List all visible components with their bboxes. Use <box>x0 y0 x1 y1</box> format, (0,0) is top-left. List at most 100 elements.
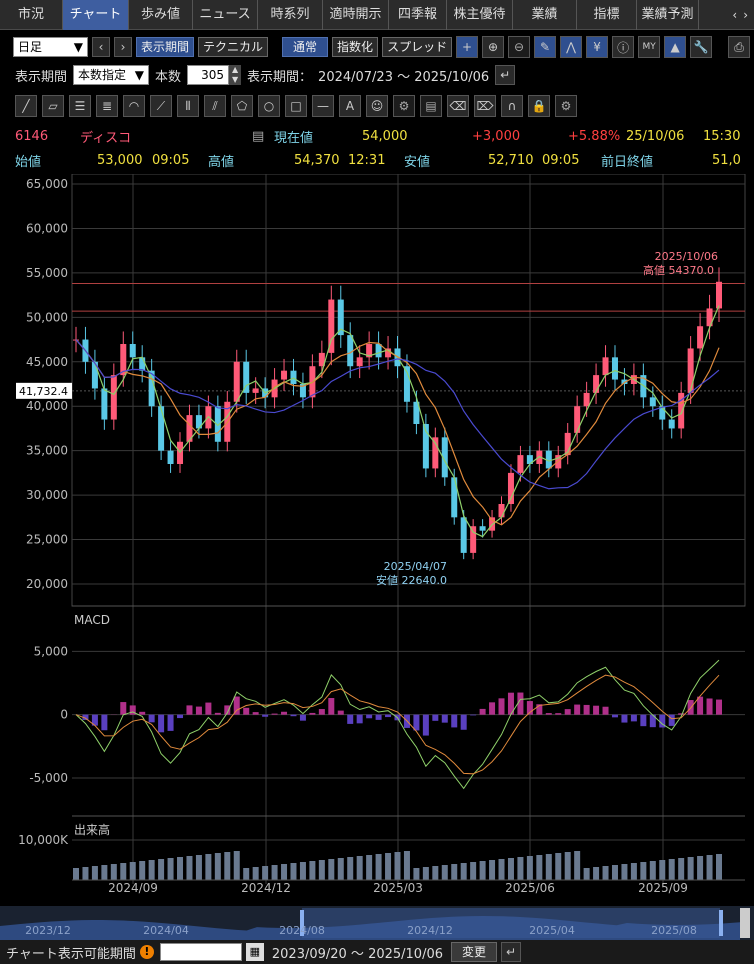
circle-tool-icon[interactable]: ○ <box>258 95 280 117</box>
navigator-handle-left <box>300 910 304 936</box>
lock-tool-icon[interactable]: 🔒 <box>528 95 550 117</box>
text-tool-icon[interactable]: A <box>339 95 361 117</box>
tab-5[interactable]: 適時開示 <box>323 0 389 30</box>
count-input[interactable]: 305 <box>187 65 230 85</box>
period-mode-select[interactable]: 本数指定 ▼ <box>73 65 150 85</box>
my-settings-icon[interactable]: MY <box>638 36 661 58</box>
candle-body <box>158 406 165 451</box>
macd-histogram-bar <box>640 714 647 727</box>
macd-histogram-bar <box>205 702 212 715</box>
tab-4[interactable]: 時系列 <box>258 0 323 30</box>
document-icon[interactable]: ▤ <box>252 128 265 144</box>
line-chart-icon[interactable]: ⋀ <box>560 36 583 58</box>
macd-histogram-bar <box>101 714 108 731</box>
time-navigator[interactable]: 2023/12 2024/04 2024/08 2024/12 2025/04 2025/… <box>0 906 754 940</box>
candle-body <box>716 281 722 309</box>
tab-6[interactable]: 四季報 <box>389 0 447 30</box>
period-select[interactable]: 日足 ▼ <box>13 37 88 57</box>
step-up-icon[interactable]: ▲ <box>229 65 242 75</box>
price-tick-label: 55,000 <box>26 266 68 280</box>
gann-fan-tool-icon[interactable]: ⫽ <box>204 95 226 117</box>
candle-body <box>507 472 514 504</box>
macd-histogram-bar <box>385 714 392 718</box>
tab-8[interactable]: 業績 <box>513 0 577 30</box>
prev-close-label: 前日終値 <box>601 154 654 170</box>
prev-arrow-button[interactable]: ‹ <box>92 37 110 57</box>
pentagon-tool-icon[interactable]: ⬠ <box>231 95 253 117</box>
volume-bar <box>271 865 278 880</box>
normal-button[interactable]: 通常 <box>282 37 329 57</box>
tab-0[interactable]: 市況 <box>0 0 63 30</box>
count-stepper[interactable]: ▲ ▼ <box>229 65 242 85</box>
x-axis-label: 2024/09 <box>108 881 158 895</box>
chevron-right-icon[interactable]: › <box>743 8 748 22</box>
technical-button[interactable]: テクニカル <box>198 37 269 57</box>
macd-tick-label: -5,000 <box>29 771 68 785</box>
ruler-tool-icon[interactable]: ▱ <box>42 95 64 117</box>
trendline-tool-icon[interactable]: ╱ <box>15 95 37 117</box>
wrench-icon[interactable]: 🔧 <box>690 36 713 58</box>
volume-bar <box>545 854 552 880</box>
volume-bar <box>158 859 165 880</box>
tab-2[interactable]: 歩み値 <box>129 0 193 30</box>
step-down-icon[interactable]: ▼ <box>229 75 242 85</box>
macd-histogram-bar <box>706 698 713 715</box>
magnet-tool-icon[interactable]: ∩ <box>501 95 523 117</box>
macd-histogram-bar <box>441 714 448 723</box>
volume-bar <box>640 862 647 880</box>
erase-all-tool-icon[interactable]: ⌦ <box>474 95 496 117</box>
return-icon[interactable]: ↵ <box>495 65 516 85</box>
zoom-in-icon[interactable]: ⊕ <box>482 36 505 58</box>
macd-histogram-bar <box>233 696 240 715</box>
next-arrow-button[interactable]: › <box>114 37 132 57</box>
macd-histogram-bar <box>186 705 193 715</box>
yen-icon[interactable]: ¥ <box>586 36 609 58</box>
calendar-icon[interactable]: ▦ <box>245 943 264 961</box>
chevron-left-icon[interactable]: ‹ <box>732 8 738 22</box>
tab-1[interactable]: チャート <box>63 0 129 30</box>
candle-body <box>460 517 467 553</box>
vertical-lines-tool-icon[interactable]: ⦀ <box>177 95 199 117</box>
fan-tool-icon[interactable]: ⟋ <box>150 95 172 117</box>
horizontal-lines-tool-icon[interactable]: ≣ <box>96 95 118 117</box>
tab-9[interactable]: 指標 <box>577 0 637 30</box>
parallel-lines-tool-icon[interactable]: ☰ <box>69 95 91 117</box>
candle-body <box>328 299 335 353</box>
spread-button[interactable]: スプレッド <box>382 37 453 57</box>
available-period-label: チャート表示可能期間 <box>6 946 136 962</box>
macd-histogram-bar <box>195 706 202 715</box>
tab-3[interactable]: ニュース <box>193 0 258 30</box>
eraser-tool-icon[interactable]: ⌫ <box>447 95 469 117</box>
candle-body <box>91 361 98 389</box>
volume-bar <box>347 857 354 880</box>
x-axis-label: 2025/09 <box>638 881 688 895</box>
low-label: 安値 <box>404 154 431 170</box>
crosshair-plus-icon[interactable]: + <box>456 36 479 58</box>
rectangle-tool-icon[interactable]: □ <box>285 95 307 117</box>
display-period-button[interactable]: 表示期間 <box>136 37 195 57</box>
navigator-label: 2023/12 <box>25 924 71 937</box>
candle-body <box>375 344 382 358</box>
volume-bar <box>110 864 117 880</box>
return-icon[interactable]: ↵ <box>501 942 522 962</box>
stock-chart[interactable]: 65,000 60,000 55,000 50,000 45,000 40,000 35,0… <box>0 174 754 906</box>
hline-tool-icon[interactable]: — <box>312 95 334 117</box>
icon-stamp-tool-icon[interactable]: ☺ <box>366 95 388 117</box>
index-button[interactable]: 指数化 <box>332 37 379 57</box>
tab-10[interactable]: 業績予測 <box>637 0 699 30</box>
tab-7[interactable]: 株主優待 <box>447 0 513 30</box>
warning-icon[interactable]: ! <box>139 945 154 959</box>
mountain-chart-icon[interactable]: ▲ <box>664 36 687 58</box>
period-label: 表示期間 <box>15 69 68 85</box>
macd-histogram-bar <box>356 714 363 724</box>
pen-icon[interactable]: ✎ <box>534 36 557 58</box>
print-icon[interactable]: ⎙ <box>728 36 751 58</box>
info-icon[interactable]: ⓘ <box>612 36 635 58</box>
change-button[interactable]: 変更 <box>451 942 498 962</box>
date-input[interactable] <box>159 943 242 961</box>
macd-histogram-bar <box>82 714 89 720</box>
fibonacci-arc-tool-icon[interactable]: ◠ <box>123 95 145 117</box>
candle-body <box>668 419 675 429</box>
macd-histogram-bar <box>498 698 505 715</box>
zoom-out-icon[interactable]: ⊖ <box>508 36 531 58</box>
